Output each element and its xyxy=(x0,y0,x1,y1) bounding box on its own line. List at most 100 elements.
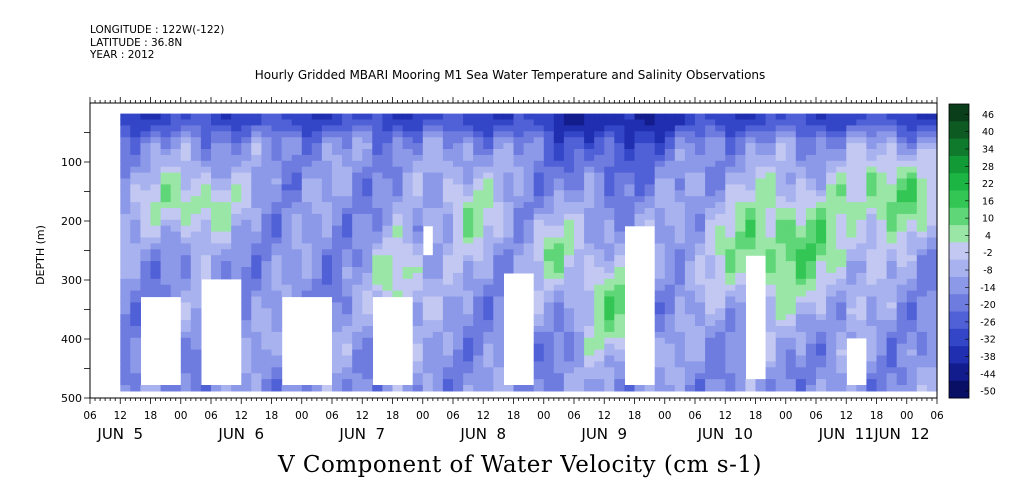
heatmap-cell xyxy=(604,166,615,174)
heatmap-cell xyxy=(140,125,152,132)
heatmap-cell xyxy=(231,178,242,185)
heatmap-cell xyxy=(896,184,908,191)
heatmap-cell xyxy=(231,143,242,150)
heatmap-cell xyxy=(221,154,232,162)
heatmap-cell xyxy=(523,160,535,168)
heatmap-cell xyxy=(231,184,242,191)
heatmap-cell xyxy=(856,231,867,239)
heatmap-cell xyxy=(533,267,545,274)
heatmap-cell xyxy=(352,373,363,380)
x-day-label: JUN 12 xyxy=(873,425,929,443)
heatmap-cell xyxy=(352,284,363,292)
heatmap-cell xyxy=(785,379,797,386)
heatmap-cell xyxy=(291,160,303,168)
x-day-label: JUN 10 xyxy=(697,425,753,443)
heatmap-cell xyxy=(644,184,656,191)
heatmap-cell xyxy=(493,355,504,362)
heatmap-cell xyxy=(604,243,615,250)
heatmap-cell xyxy=(392,154,404,162)
heatmap-cell xyxy=(695,290,706,298)
heatmap-cell xyxy=(654,284,666,292)
heatmap-cell xyxy=(261,302,273,309)
heatmap-cell xyxy=(775,272,787,280)
heatmap-cell xyxy=(674,196,686,203)
heatmap-cell xyxy=(483,326,494,333)
heatmap-cell xyxy=(473,225,484,233)
heatmap-cell xyxy=(402,208,414,215)
heatmap-cell xyxy=(846,284,857,292)
heatmap-cell xyxy=(654,308,666,315)
heatmap-cell xyxy=(624,125,636,132)
heatmap-cell xyxy=(392,272,404,280)
heatmap-cell xyxy=(160,208,172,215)
heatmap-cell xyxy=(392,149,404,156)
heatmap-cell xyxy=(503,243,515,250)
heatmap-cell xyxy=(503,208,515,215)
heatmap-cell xyxy=(362,143,373,150)
heatmap-cell xyxy=(836,331,847,339)
heatmap-cell xyxy=(170,278,182,286)
heatmap-cell xyxy=(574,272,585,280)
heatmap-cell xyxy=(896,320,908,327)
heatmap-cell xyxy=(442,190,454,197)
heatmap-cell xyxy=(342,172,353,180)
heatmap-cell xyxy=(442,143,454,150)
heatmap-cell xyxy=(805,355,817,362)
heatmap-cell xyxy=(382,143,394,150)
heatmap-cell xyxy=(856,202,867,209)
heatmap-cell xyxy=(221,202,232,209)
heatmap-cell xyxy=(190,337,202,345)
colorbar-swatch xyxy=(949,104,969,122)
heatmap-cell xyxy=(856,326,867,333)
heatmap-cell xyxy=(805,296,817,303)
heatmap-cell xyxy=(654,119,666,126)
heatmap-cell xyxy=(453,343,464,351)
heatmap-cell xyxy=(170,202,182,209)
heatmap-cell xyxy=(382,202,394,209)
heatmap-cell xyxy=(332,243,343,250)
heatmap-cell xyxy=(231,190,242,197)
heatmap-cell xyxy=(826,349,837,357)
heatmap-cell xyxy=(170,243,182,250)
heatmap-cell xyxy=(856,267,867,274)
heatmap-cell xyxy=(866,172,878,180)
heatmap-cell xyxy=(725,326,736,333)
heatmap-cell xyxy=(886,160,898,168)
heatmap-cell xyxy=(321,202,333,209)
heatmap-cell xyxy=(755,160,767,168)
heatmap-cell xyxy=(886,290,898,298)
heatmap-cell xyxy=(352,290,363,298)
heatmap-cell xyxy=(523,219,535,227)
heatmap-cell xyxy=(473,361,484,368)
heatmap-cell xyxy=(594,149,605,156)
heatmap-cell xyxy=(674,178,686,185)
heatmap-cell xyxy=(261,190,273,197)
heatmap-cell xyxy=(271,302,283,309)
heatmap-cell xyxy=(856,160,867,168)
heatmap-cell xyxy=(483,149,494,156)
heatmap-cell xyxy=(513,196,525,203)
heatmap-cell xyxy=(654,219,666,227)
heatmap-cell xyxy=(584,314,595,321)
heatmap-cell xyxy=(785,213,797,221)
heatmap-cell xyxy=(281,385,293,392)
heatmap-cell xyxy=(130,255,141,262)
heatmap-cell xyxy=(251,208,262,215)
colorbar-label: -44 xyxy=(980,369,996,380)
heatmap-cell xyxy=(664,249,676,256)
heatmap-cell xyxy=(836,131,847,138)
heatmap-cell xyxy=(140,225,152,233)
heatmap-cell xyxy=(271,190,283,197)
heatmap-cell xyxy=(130,308,141,315)
heatmap-cell xyxy=(422,290,434,298)
heatmap-cell xyxy=(926,355,938,362)
heatmap-cell xyxy=(805,343,817,351)
heatmap-cell xyxy=(261,308,273,315)
heatmap-cell xyxy=(332,249,343,256)
heatmap-cell xyxy=(805,231,817,239)
heatmap-cell xyxy=(241,290,252,298)
heatmap-cell xyxy=(442,367,454,374)
heatmap-cell xyxy=(402,231,414,239)
heatmap-cell xyxy=(261,355,273,362)
heatmap-cell xyxy=(301,225,313,233)
